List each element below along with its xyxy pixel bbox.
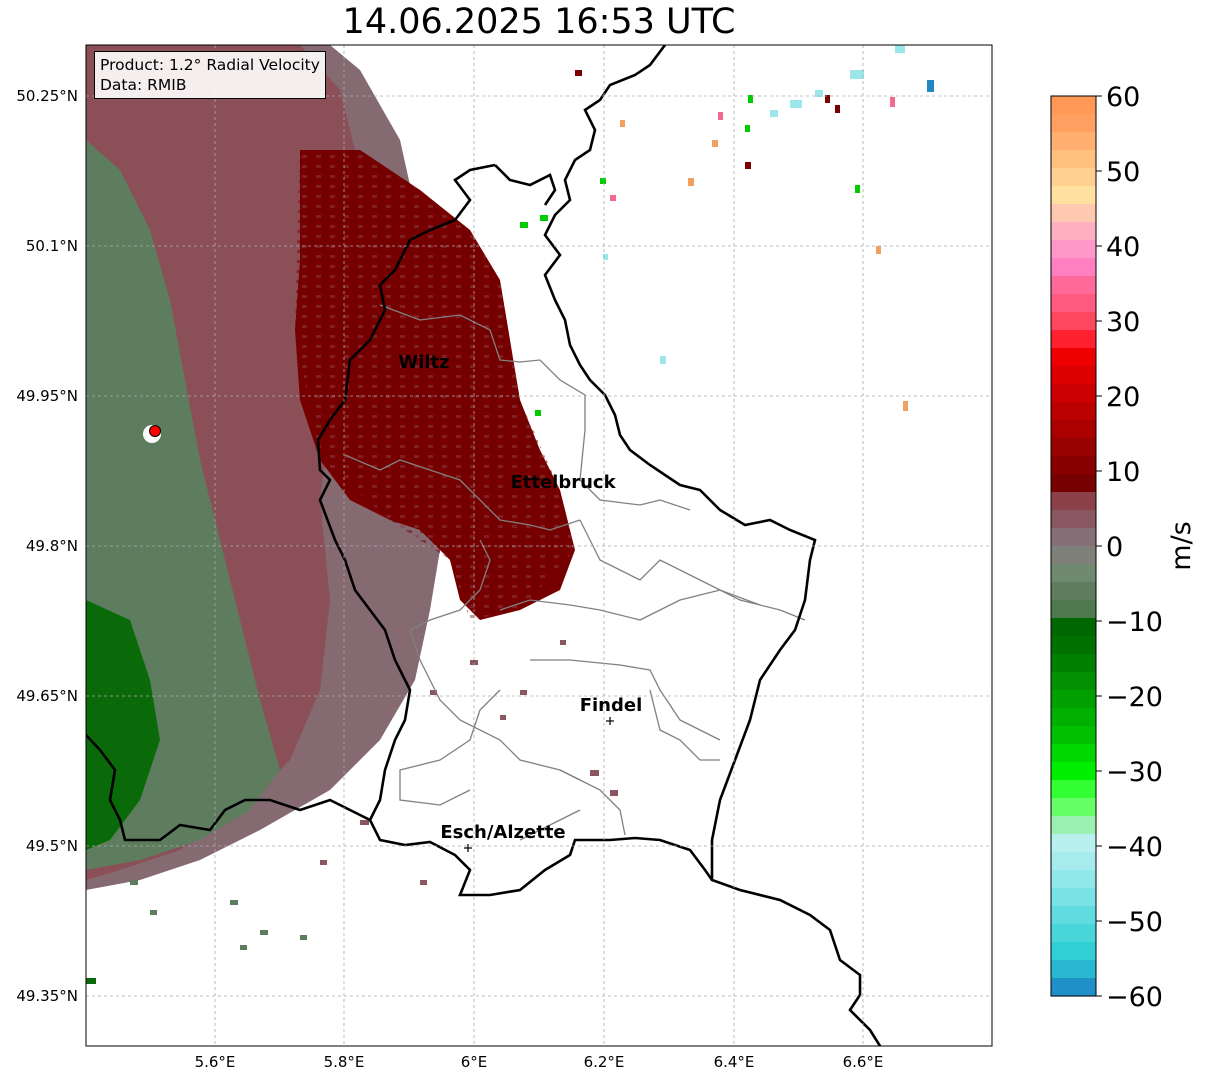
colorbar-tick: 40 [1106, 232, 1140, 263]
colorbar-tick: 60 [1106, 82, 1140, 113]
colorbar-tick: −10 [1106, 607, 1163, 638]
lat-tick: 50.1°N [26, 237, 78, 255]
colorbar-segment [1051, 654, 1096, 673]
colorbar-segment [1051, 636, 1096, 655]
lon-tick: 6°E [461, 1053, 488, 1071]
colorbar-segment [1051, 672, 1096, 691]
colorbar-segment [1051, 240, 1096, 259]
colorbar-tick: −60 [1106, 982, 1163, 1013]
colorbar-segment [1051, 780, 1096, 799]
city-label-wiltz: Wiltz [398, 352, 449, 373]
colorbar-segment [1051, 528, 1096, 547]
colorbar-segment [1051, 456, 1096, 475]
colorbar-segment [1051, 798, 1096, 817]
city-label-findel: Findel [580, 695, 643, 716]
colorbar-segment [1051, 222, 1096, 241]
colorbar-tick: −50 [1106, 907, 1163, 938]
colorbar-segment [1051, 852, 1096, 871]
colorbar-segment [1051, 510, 1096, 529]
product-label: Product: 1.2° Radial Velocity [100, 56, 320, 74]
colorbar-tick: 0 [1106, 532, 1123, 563]
lat-tick: 49.95°N [16, 387, 78, 405]
colorbar-segment [1051, 888, 1096, 907]
colorbar-segment [1051, 978, 1096, 997]
colorbar-segment [1051, 114, 1096, 133]
colorbar-segment [1051, 726, 1096, 745]
colorbar-tick: −40 [1106, 832, 1163, 863]
colorbar-segment [1051, 744, 1096, 763]
colorbar-unit-label: m/s [1166, 521, 1197, 571]
map-frame [85, 44, 993, 1047]
colorbar-segment [1051, 276, 1096, 295]
gridlines [86, 45, 992, 1046]
colorbar-segment [1051, 582, 1096, 601]
radar-site-marker [149, 425, 161, 437]
city-label-esch: Esch/Alzette [440, 822, 565, 843]
colorbar-segment [1051, 564, 1096, 583]
figure-title: 14.06.2025 16:53 UTC [342, 2, 736, 42]
lon-tick: 6.4°E [714, 1053, 755, 1071]
colorbar-segment [1051, 816, 1096, 835]
colorbar-segment [1051, 420, 1096, 439]
colorbar-segment [1051, 834, 1096, 853]
lat-tick: 49.35°N [16, 987, 78, 1005]
lat-tick: 49.65°N [16, 687, 78, 705]
colorbar-tick: 50 [1106, 157, 1140, 188]
lat-tick: 49.8°N [26, 537, 78, 555]
colorbar-segment [1051, 312, 1096, 331]
colorbar-segment [1051, 186, 1096, 205]
colorbar-segment [1051, 708, 1096, 727]
colorbar-tick: 10 [1106, 457, 1140, 488]
colorbar-tick: 20 [1106, 382, 1140, 413]
lon-tick: 6.2°E [584, 1053, 625, 1071]
colorbar-segment [1051, 474, 1096, 493]
data-source-label: Data: RMIB [100, 76, 187, 94]
lon-tick: 5.8°E [324, 1053, 365, 1071]
colorbar-segment [1051, 618, 1096, 637]
colorbar-segment [1051, 906, 1096, 925]
colorbar-segment [1051, 294, 1096, 313]
lon-tick: 5.6°E [195, 1053, 236, 1071]
colorbar-segment [1051, 348, 1096, 367]
colorbar-segment [1051, 366, 1096, 385]
colorbar-segment [1051, 96, 1096, 115]
colorbar-segment [1051, 942, 1096, 961]
colorbar-segment [1051, 402, 1096, 421]
colorbar-segment [1051, 150, 1096, 169]
colorbar-segment [1051, 924, 1096, 943]
colorbar-tick: 30 [1106, 307, 1140, 338]
colorbar-segment [1051, 132, 1096, 151]
product-info-box: Product: 1.2° Radial Velocity Data: RMIB [94, 51, 326, 99]
colorbar-segment [1051, 384, 1096, 403]
lon-tick: 6.6°E [843, 1053, 884, 1071]
city-label-ettelbruck: Ettelbruck [510, 472, 616, 493]
colorbar-segment [1051, 762, 1096, 781]
colorbar-tick: −30 [1106, 757, 1163, 788]
colorbar-segment [1051, 258, 1096, 277]
colorbar-segment [1051, 546, 1096, 565]
velocity-field [86, 45, 992, 1046]
colorbar [1051, 96, 1096, 997]
colorbar-segment [1051, 204, 1096, 223]
colorbar-segment [1051, 690, 1096, 709]
colorbar-tick: −20 [1106, 682, 1163, 713]
colorbar-segment [1051, 870, 1096, 889]
lat-tick: 50.25°N [16, 87, 78, 105]
colorbar-segment [1051, 438, 1096, 457]
colorbar-segment [1051, 600, 1096, 619]
colorbar-segment [1051, 168, 1096, 187]
colorbar-segment [1051, 330, 1096, 349]
colorbar-segment [1051, 960, 1096, 979]
lat-tick: 49.5°N [26, 837, 78, 855]
colorbar-segment [1051, 492, 1096, 511]
